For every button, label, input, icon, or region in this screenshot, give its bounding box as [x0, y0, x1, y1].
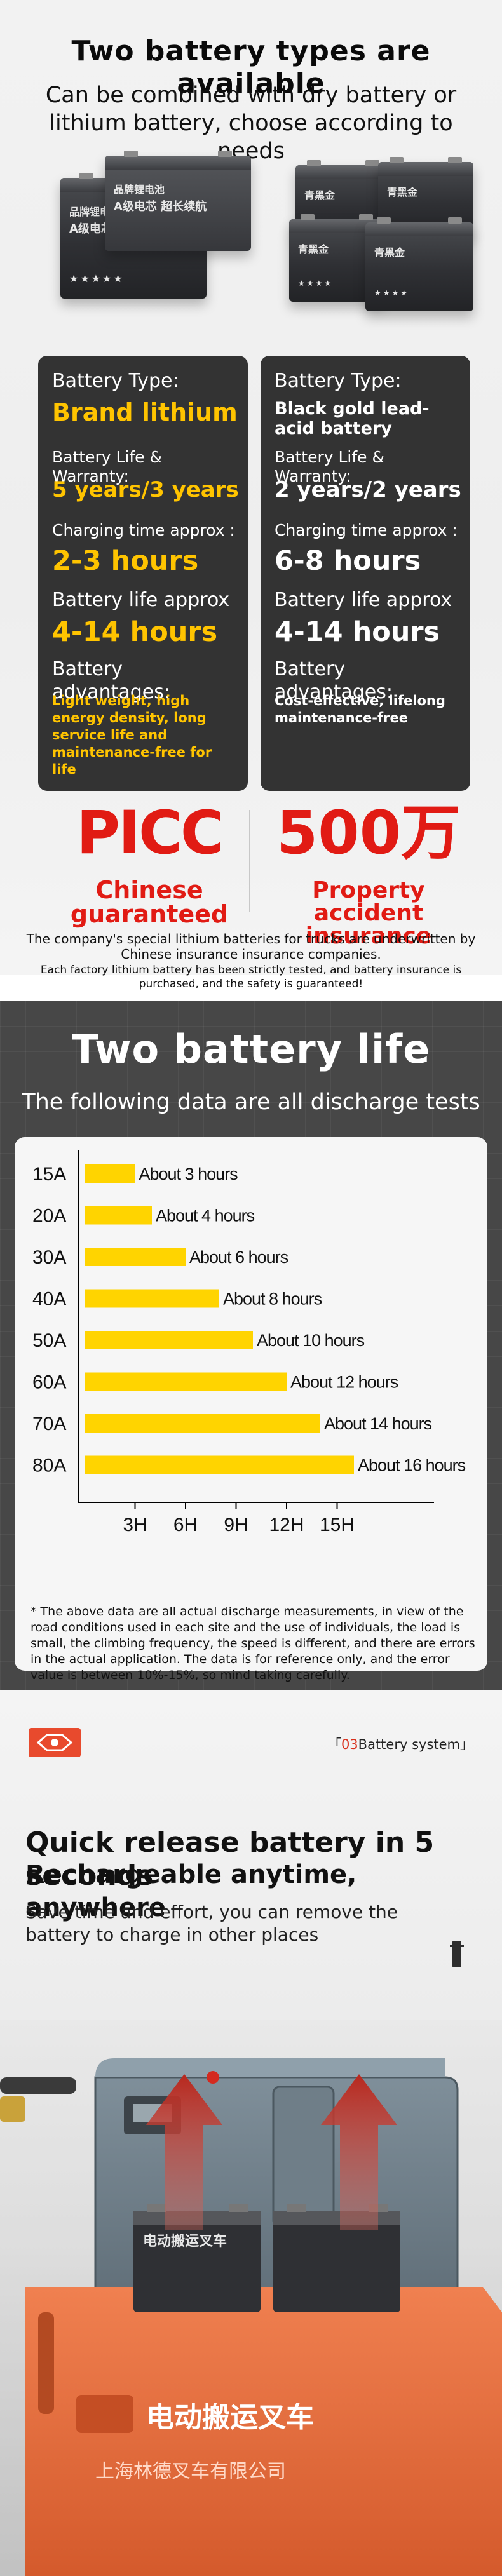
- forklift-battery-illustration: 电动搬运叉车 电动搬运叉车 上海林德叉车有限公司: [0, 2020, 502, 2576]
- data-label: About 3 hours: [139, 1164, 238, 1183]
- truck-title: 电动搬运叉车: [146, 2401, 314, 2434]
- y-tick-label: 50A: [32, 1330, 66, 1351]
- lithium-battery-card: Battery Type: Brand lithium Battery Life…: [38, 356, 248, 791]
- battery-type-value: Black gold lead-acid battery: [275, 399, 430, 438]
- data-label: About 10 hours: [257, 1331, 365, 1350]
- battery-icon: 青黑金 ★★★★: [365, 217, 473, 311]
- advantages-label: Battery advantages:: [52, 658, 170, 703]
- x-tick-label: 6H: [173, 1514, 198, 1535]
- forklift-svg: 电动搬运叉车 电动搬运叉车 上海林德叉车有限公司: [0, 2020, 502, 2576]
- warranty-label: Battery Life & Warranty:: [52, 448, 162, 485]
- y-tick-label: 70A: [32, 1413, 66, 1434]
- x-tick-label: 9H: [224, 1514, 248, 1535]
- quick-release-section: 「03Battery system」 Quick release battery…: [0, 1690, 502, 2576]
- section-badge-number: 03: [341, 1737, 358, 1752]
- discharge-bar-chart: 15A About 3 hours 20A About 4 hours 30A About…: [32, 1150, 466, 1535]
- x-tick-label: 3H: [123, 1514, 147, 1535]
- battery-label: 电动搬运叉车: [143, 2233, 227, 2249]
- charging-time-value: 2-3 hours: [52, 545, 199, 577]
- bar: [85, 1164, 135, 1183]
- data-label: About 16 hours: [358, 1456, 466, 1475]
- picc-caption: Chinese guaranteed: [70, 876, 229, 928]
- y-tick-label: 40A: [32, 1289, 66, 1310]
- charging-time-label: Charging time approx :: [275, 521, 458, 539]
- bar: [85, 1331, 253, 1349]
- endurance-label: Battery life approx: [52, 589, 230, 611]
- bar: [85, 1372, 287, 1391]
- section-title: Two battery types are available: [71, 35, 431, 100]
- advantages-value: Light weight, high energy density, long …: [52, 693, 212, 777]
- charging-time-value: 6-8 hours: [275, 545, 421, 577]
- lead-acid-battery-image: 青黑金 青黑金 青黑金 ★★★★ 青黑金 ★★★★: [289, 156, 480, 330]
- data-label: About 6 hours: [189, 1248, 288, 1267]
- charging-time-label: Charging time approx :: [52, 521, 235, 539]
- bar: [85, 1289, 219, 1308]
- quick-release-header: 「03Battery system」 Quick release battery…: [0, 1690, 502, 2020]
- lead-acid-battery-card: Battery Type: Black gold lead-acid batte…: [261, 356, 470, 791]
- battery-type-label: Battery Type:: [275, 370, 402, 392]
- section-subtitle: Can be combined with dry battery or lith…: [45, 83, 457, 164]
- truck-subtitle: 上海林德叉车有限公司: [95, 2460, 286, 2483]
- up-arrow-icon: [321, 2074, 397, 2230]
- battery-types-section: Two battery types are available Can be c…: [0, 0, 502, 990]
- insurance-note: The company's special lithium batteries …: [26, 931, 476, 962]
- battery-icon: [273, 2204, 400, 2312]
- data-label: About 8 hours: [223, 1290, 322, 1309]
- section-badge: 「03Battery system」: [327, 1737, 473, 1752]
- bar: [85, 1248, 186, 1266]
- handle-bar: [0, 2077, 76, 2094]
- quick-release-description: Save time and effort, you can remove the…: [25, 1901, 398, 1945]
- battery-icon: 品牌锂电池 A级电芯 超长续航: [105, 151, 251, 251]
- endurance-label: Battery life approx: [275, 589, 452, 611]
- data-label: About 12 hours: [290, 1373, 398, 1392]
- warranty-label: Battery Life & Warranty:: [275, 448, 384, 485]
- endurance-value: 4-14 hours: [275, 616, 440, 648]
- x-tick-label: 12H: [269, 1514, 304, 1535]
- y-tick-label: 20A: [32, 1206, 66, 1227]
- y-tick-label: 60A: [32, 1372, 66, 1393]
- bar: [85, 1455, 354, 1474]
- picc-logo: PICC: [76, 799, 224, 868]
- quick-release-heading: Quick release battery in 5 seconds: [25, 1826, 435, 1892]
- bar: [85, 1414, 320, 1433]
- warranty-value: 2 years/2 years: [275, 477, 461, 502]
- rechargeable-heading: Rechargeable anytime, anywhere: [25, 1860, 357, 1922]
- power-button: [207, 2071, 219, 2084]
- up-arrow-icon: [146, 2074, 222, 2230]
- truck-body: [25, 2287, 502, 2576]
- advantages-label: Battery advantages:: [275, 658, 393, 703]
- lithium-battery-image: 品牌锂电池 A级电芯 超长续航 ★★★★★ 品牌锂电池 A级电芯 超长续航: [60, 151, 264, 330]
- y-tick-label: 30A: [32, 1247, 66, 1268]
- bar: [85, 1206, 152, 1225]
- insurance-amount: 500万: [276, 799, 461, 868]
- section-badge-text: Battery system: [358, 1737, 460, 1752]
- brand-logo-icon: [29, 1728, 81, 1757]
- insurance-amount-block: 500万 Property accident insurance: [254, 802, 483, 948]
- x-tick-label: 15H: [320, 1514, 355, 1535]
- warranty-value: 5 years/3 years: [52, 477, 239, 502]
- battery-type-label: Battery Type:: [52, 370, 179, 392]
- y-tick-label: 15A: [32, 1164, 66, 1185]
- y-tick-label: 80A: [32, 1455, 66, 1476]
- section-subtitle: The following data are all discharge tes…: [22, 1089, 480, 1115]
- picc-block: PICC Chinese guaranteed: [54, 799, 245, 928]
- battery-life-section: Two battery life The following data are …: [0, 1001, 502, 1690]
- advantages-value: Cost-effective, lifelong maintenance-fre…: [275, 693, 445, 725]
- divider: [249, 810, 250, 912]
- test-note: Each factory lithium battery has been st…: [40, 964, 462, 990]
- battery-type-value: Brand lithium: [52, 398, 238, 426]
- chart-disclaimer: * The above data are all actual discharg…: [31, 1605, 475, 1682]
- section-title: Two battery life: [71, 1026, 431, 1072]
- discharge-chart-panel: 15A About 3 hours 20A About 4 hours 30A About…: [15, 1137, 487, 1682]
- insurance-caption: Property accident insurance: [305, 877, 432, 949]
- key-icon: [450, 1941, 464, 1967]
- data-label: About 4 hours: [156, 1206, 255, 1225]
- endurance-value: 4-14 hours: [52, 616, 218, 648]
- data-label: About 14 hours: [324, 1414, 432, 1433]
